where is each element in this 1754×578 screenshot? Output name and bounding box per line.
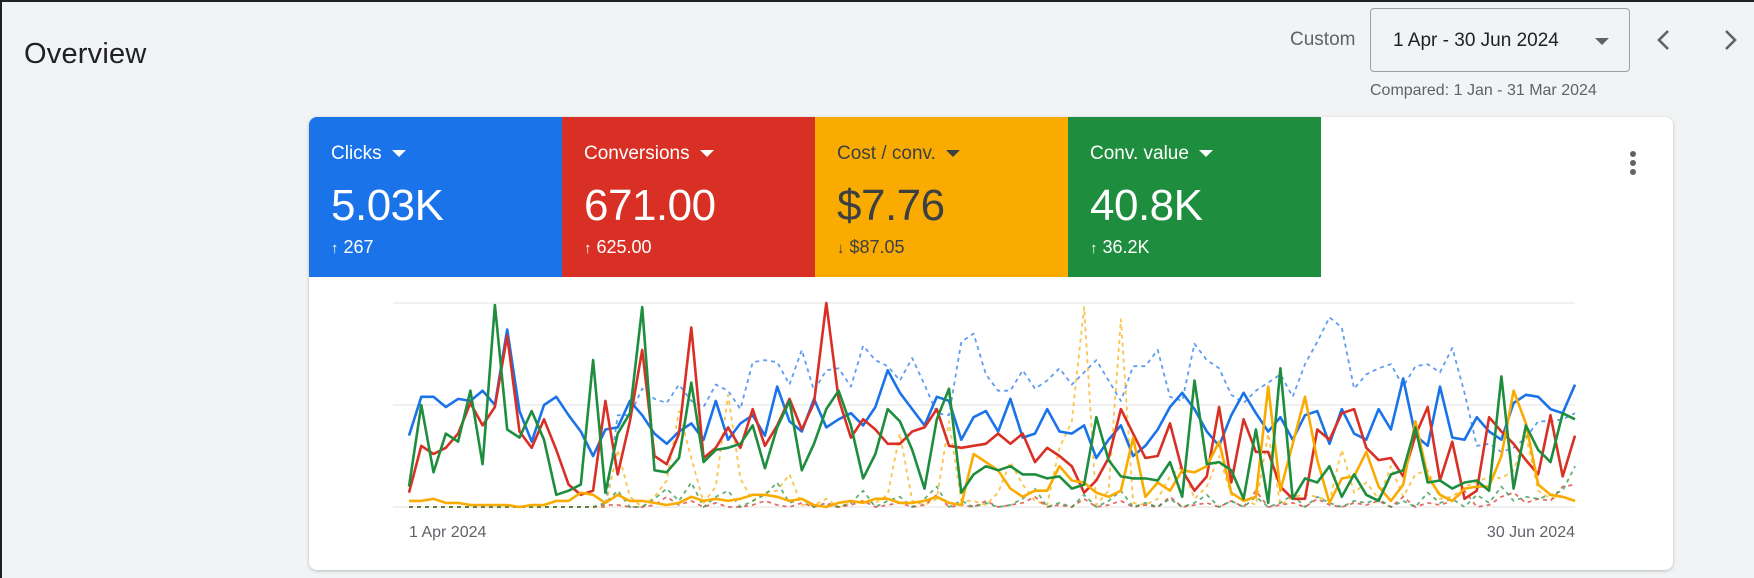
arrow-drop-down-icon bbox=[945, 150, 960, 158]
date-range-type-label: Custom bbox=[1290, 29, 1356, 50]
series-line-1 bbox=[407, 301, 1577, 501]
metric-change-value: 625.00 bbox=[596, 237, 652, 257]
page-title: Overview bbox=[24, 38, 147, 70]
arrow-drop-down-icon bbox=[391, 150, 406, 158]
metric-change-value: 267 bbox=[343, 237, 374, 257]
arrow-up-icon: ↑ bbox=[1090, 240, 1098, 257]
x-axis-start-label: 1 Apr 2024 bbox=[409, 524, 487, 541]
series-line-0 bbox=[407, 328, 1577, 460]
metric-label: Cost / conv. bbox=[837, 143, 936, 164]
more-options-button[interactable] bbox=[1623, 151, 1643, 181]
chevron-left-icon bbox=[1657, 30, 1669, 50]
series-line-5-comparison bbox=[409, 306, 1576, 508]
date-range-dropdown[interactable]: 1 Apr - 30 Jun 2024 bbox=[1370, 8, 1630, 72]
arrow-down-icon: ↓ bbox=[837, 240, 845, 257]
arrow-drop-down-icon bbox=[699, 150, 714, 158]
metric-label: Conv. value bbox=[1090, 143, 1189, 164]
next-period-button[interactable] bbox=[1712, 22, 1748, 58]
line-chart: 1 Apr 2024 30 Jun 2024 bbox=[393, 301, 1577, 541]
performance-card: Clicks 5.03K ↑ 267 Conversions 671.00 ↑ 62… bbox=[309, 117, 1673, 570]
previous-period-button[interactable] bbox=[1646, 22, 1682, 58]
more-vert-icon-dot bbox=[1630, 151, 1636, 157]
metric-value: $7.76 bbox=[837, 181, 945, 230]
metric-value: 671.00 bbox=[584, 181, 716, 230]
series-line-7-comparison bbox=[409, 465, 1576, 508]
metric-change: ↑ 267 bbox=[331, 237, 374, 258]
metric-selector[interactable]: Clicks bbox=[331, 143, 406, 165]
metric-tile-conv-value[interactable]: Conv. value 40.8K ↑ 36.2K bbox=[1068, 117, 1321, 277]
performance-chart: 1 Apr 2024 30 Jun 2024 bbox=[309, 277, 1673, 570]
metric-label: Conversions bbox=[584, 143, 690, 164]
metric-selector[interactable]: Conversions bbox=[584, 143, 714, 165]
metric-value: 5.03K bbox=[331, 181, 444, 230]
chevron-right-icon bbox=[1725, 30, 1737, 50]
x-axis-end-label: 30 Jun 2024 bbox=[1487, 524, 1575, 541]
window-left-border bbox=[0, 0, 2, 578]
metric-tile-cost-per-conversion[interactable]: Cost / conv. $7.76 ↓ $87.05 bbox=[815, 117, 1068, 277]
arrow-up-icon: ↑ bbox=[331, 240, 339, 257]
metric-label: Clicks bbox=[331, 143, 382, 164]
metric-change: ↑ 625.00 bbox=[584, 237, 652, 258]
comparison-range-text: Compared: 1 Jan - 31 Mar 2024 bbox=[1370, 82, 1597, 99]
series-line-4-comparison bbox=[409, 316, 1576, 508]
metric-change: ↓ $87.05 bbox=[837, 237, 905, 258]
more-vert-icon-dot bbox=[1630, 160, 1636, 166]
metric-change-value: 36.2K bbox=[1102, 237, 1150, 257]
more-vert-icon-dot bbox=[1630, 169, 1636, 175]
arrow-drop-down-icon bbox=[1198, 150, 1213, 158]
metric-change: ↑ 36.2K bbox=[1090, 237, 1150, 258]
metric-change-value: $87.05 bbox=[849, 237, 905, 257]
metric-value: 40.8K bbox=[1090, 181, 1203, 230]
metric-selector[interactable]: Conv. value bbox=[1090, 143, 1213, 165]
date-range-value: 1 Apr - 30 Jun 2024 bbox=[1393, 30, 1559, 51]
arrow-up-icon: ↑ bbox=[584, 240, 592, 257]
series-line-2 bbox=[409, 385, 1576, 509]
window-top-border bbox=[0, 0, 1754, 2]
arrow-drop-down-icon bbox=[1595, 38, 1609, 45]
series-line-3 bbox=[407, 303, 1576, 505]
metric-tile-clicks[interactable]: Clicks 5.03K ↑ 267 bbox=[309, 117, 562, 277]
metric-selector[interactable]: Cost / conv. bbox=[837, 143, 960, 165]
series-line-6-comparison bbox=[409, 483, 1576, 508]
metric-tile-conversions[interactable]: Conversions 671.00 ↑ 625.00 bbox=[562, 117, 815, 277]
